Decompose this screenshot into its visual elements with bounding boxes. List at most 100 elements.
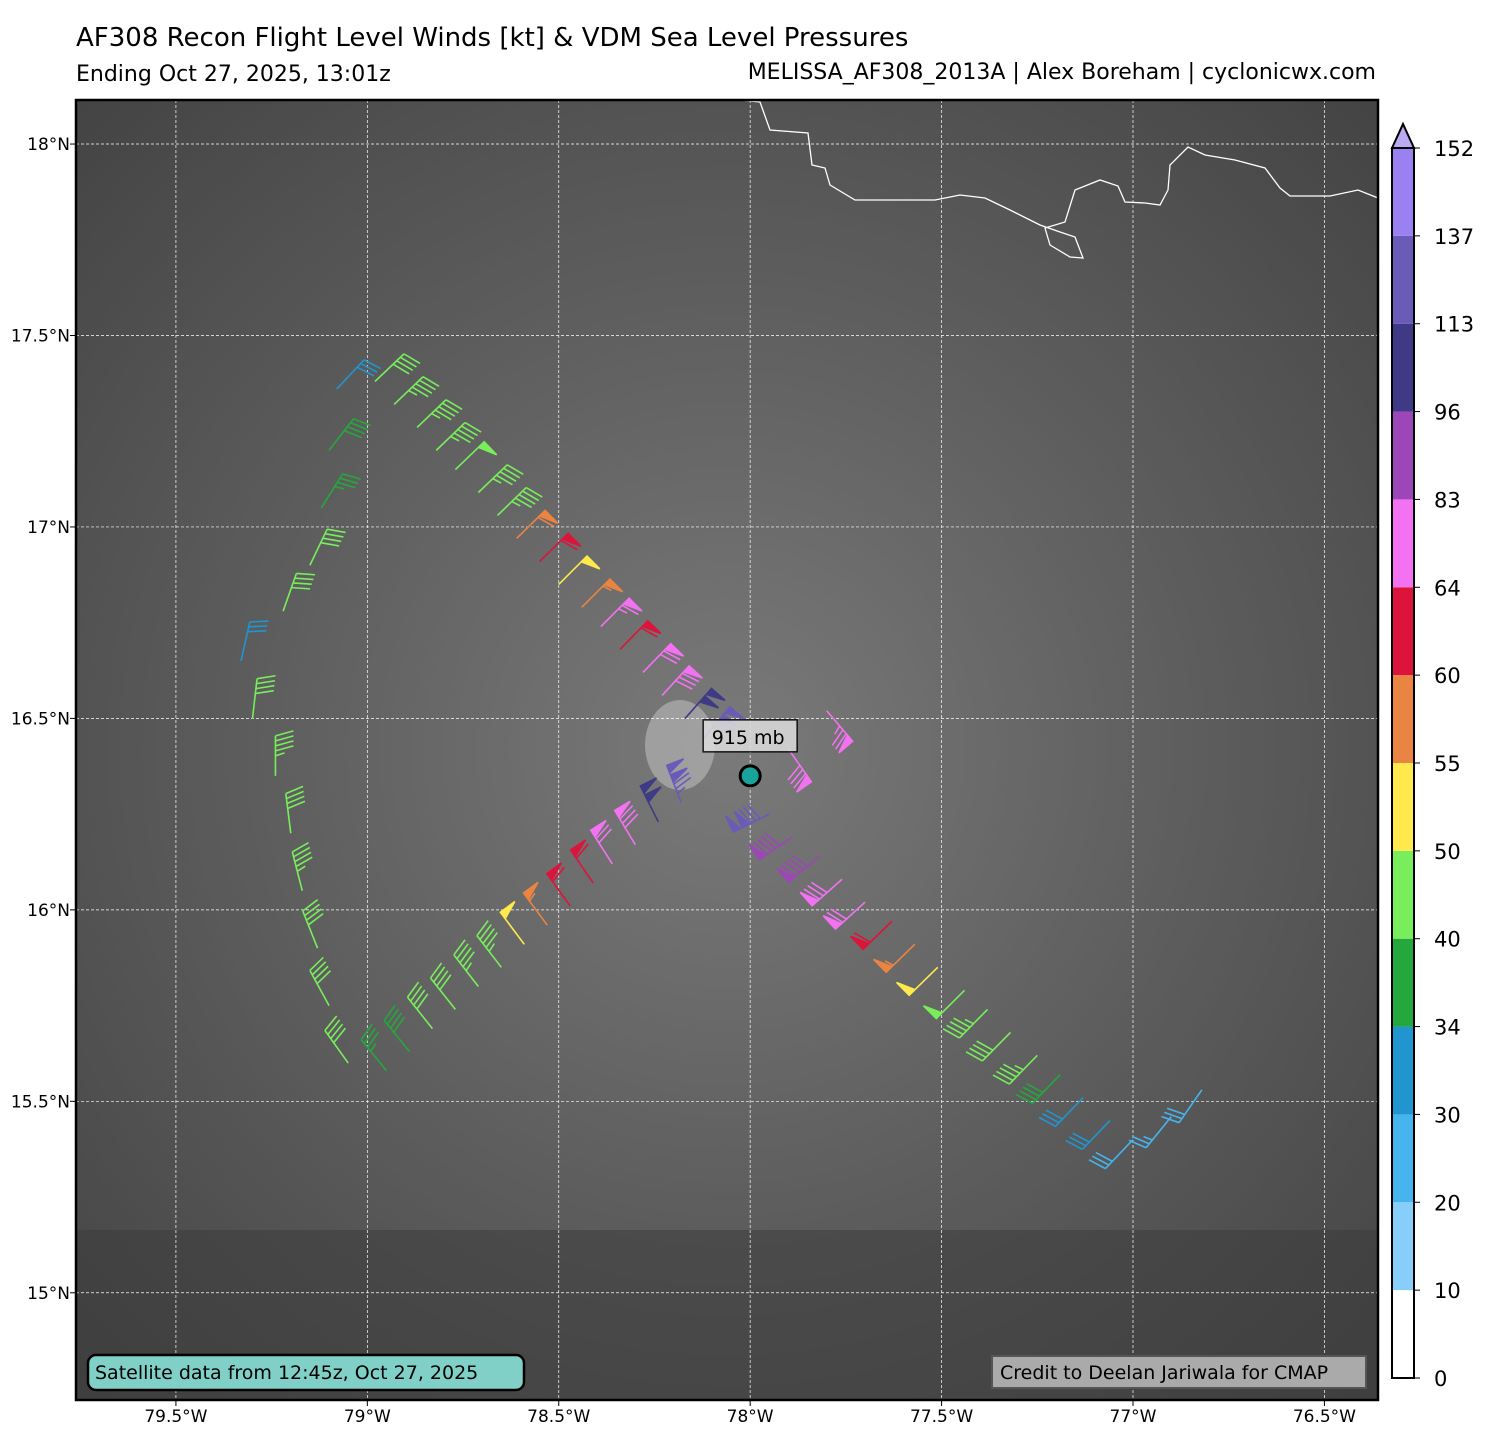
y-tick-label: 16.5°N: [11, 709, 70, 729]
colorbar-label: 55: [1434, 752, 1461, 776]
x-tick-label: 79°W: [344, 1407, 391, 1427]
wind-barb: [826, 710, 854, 754]
wind-barb: [639, 777, 662, 823]
wind-barb: [724, 804, 770, 834]
wind-barb: [787, 748, 813, 793]
x-tick-label: 78°W: [727, 1407, 774, 1427]
wind-barb: [291, 841, 313, 891]
y-tick-label: 17°N: [27, 518, 70, 538]
subtitle: Ending Oct 27, 2025, 13:01z: [76, 62, 391, 87]
wind-barb: [406, 981, 434, 1030]
colorbar-segment: [1392, 323, 1414, 412]
wind-barb: [274, 730, 294, 776]
wind-barb: [850, 920, 893, 951]
wind-barb: [613, 800, 639, 846]
wind-barb: [642, 642, 685, 674]
wind-barb: [965, 1031, 1012, 1062]
colorbar-segment: [1392, 499, 1414, 588]
wind-barb: [360, 1023, 388, 1072]
colorbar-label: 60: [1434, 664, 1461, 688]
map-frame: [74, 98, 1380, 1402]
wind-barb: [393, 376, 440, 405]
y-tick-label: 18°N: [27, 135, 70, 155]
colorbar-label: 0: [1434, 1367, 1447, 1391]
coastline: [739, 100, 1378, 259]
wind-barb: [477, 464, 524, 494]
pressure-label: 915 mb: [712, 727, 785, 749]
wind-barb: [665, 758, 692, 803]
colorbar-segment: [1392, 1114, 1414, 1203]
wind-barb: [328, 417, 372, 451]
colorbar-segment: [1392, 148, 1414, 236]
colorbar-label: 34: [1434, 1016, 1461, 1040]
wind-barb: [661, 664, 703, 696]
colorbar-label: 83: [1434, 488, 1461, 512]
wind-barb: [383, 1004, 411, 1053]
wind-barb: [922, 989, 966, 1020]
colorbar-segment: [1392, 675, 1414, 763]
wind-barb: [454, 440, 498, 471]
wind-barb: [476, 920, 502, 968]
x-tick-label: 78.5°W: [527, 1407, 590, 1427]
wind-barb: [1015, 1073, 1061, 1105]
wind-barb: [1038, 1096, 1084, 1127]
wind-barb: [240, 620, 269, 662]
x-tick-label: 77°W: [1110, 1407, 1157, 1427]
wind-barb: [619, 619, 662, 651]
wind-barb: [748, 832, 793, 861]
colorbar-label: 96: [1434, 401, 1461, 425]
source: MELISSA_AF308_2013A | Alex Boreham | cyc…: [748, 60, 1376, 85]
wind-barb: [429, 962, 457, 1010]
x-tick-label: 76.5°W: [1293, 1407, 1356, 1427]
wind-barb: [522, 881, 548, 926]
wind-barb: [324, 1015, 349, 1064]
y-tick-label: 17.5°N: [11, 326, 70, 346]
credit-box: [991, 1355, 1367, 1389]
y-tick-label: 15.5°N: [11, 1092, 70, 1112]
colorbar-segment: [1392, 938, 1414, 1027]
wind-barb: [374, 353, 421, 383]
wind-barb: [581, 577, 624, 608]
wind-barb: [516, 509, 559, 540]
wind-barb: [285, 785, 306, 834]
y-tick-label: 16°N: [27, 901, 70, 921]
wind-barb: [942, 1008, 989, 1039]
pressure-label-box: [702, 719, 798, 753]
colorbar-segment: [1392, 411, 1414, 500]
colorbar-label: 50: [1434, 840, 1461, 864]
colorbar-label: 40: [1434, 928, 1461, 952]
colorbar-label: 152: [1434, 137, 1474, 161]
wind-barb: [309, 956, 332, 1006]
wind-barb: [336, 359, 381, 390]
wind-barb: [499, 900, 525, 945]
colorbar-segment: [1392, 763, 1414, 851]
wind-barb: [589, 819, 614, 865]
colorbar-segment: [1392, 1026, 1414, 1115]
wind-barb: [569, 839, 594, 884]
satellite-note-box: [86, 1353, 526, 1392]
center-marker: [738, 764, 762, 788]
wind-barb: [896, 966, 939, 997]
credit-note: Credit to Deelan Jariwala for CMAP: [1000, 1362, 1328, 1384]
wind-barb: [600, 597, 643, 628]
colorbar-label: 20: [1434, 1191, 1461, 1215]
wind-barb: [416, 399, 463, 428]
wind-barb: [1128, 1116, 1172, 1149]
wind-barb: [496, 486, 543, 517]
wind-barb: [873, 943, 916, 974]
wind-barb: [545, 862, 571, 907]
wind-barb: [992, 1054, 1038, 1085]
colorbar-extend: [1390, 121, 1416, 149]
title: AF308 Recon Flight Level Winds [kt] & VD…: [76, 23, 908, 53]
wind-barb: [282, 572, 316, 612]
colorbar-label: 137: [1434, 225, 1474, 249]
colorbar-label: 113: [1434, 313, 1474, 337]
colorbar-label: 10: [1434, 1279, 1461, 1303]
colorbar-segment: [1392, 1290, 1414, 1378]
wind-barb: [1161, 1089, 1203, 1124]
eyewall-cloud: [645, 700, 715, 790]
wind-barb: [453, 939, 479, 987]
wind-barb: [251, 674, 276, 719]
wind-barb: [320, 473, 361, 509]
